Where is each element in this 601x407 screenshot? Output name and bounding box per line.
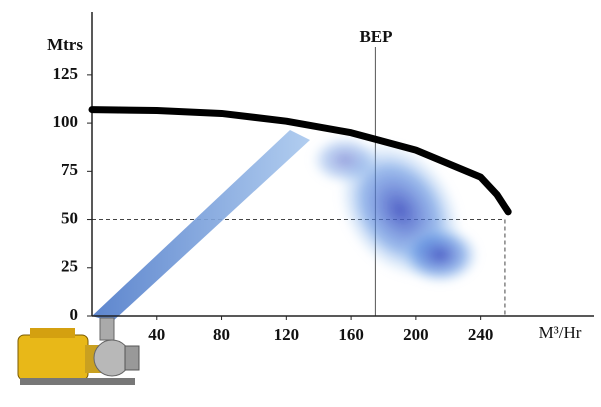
x-tick-label: 240 <box>468 325 494 344</box>
y-axis-label: Mtrs <box>47 35 83 54</box>
y-tick-label: 25 <box>61 257 78 276</box>
pump-illustration <box>18 318 139 385</box>
y-tick-label: 75 <box>61 160 78 179</box>
chart: Mtrs M³/Hr BEP 0 25 50 75 100 125 40 80 120 160 20… <box>0 0 601 407</box>
x-axis-label: M³/Hr <box>539 323 582 342</box>
bep-label: BEP <box>359 27 392 46</box>
y-tick-label: 0 <box>70 305 79 324</box>
y-tick-label: 100 <box>53 112 79 131</box>
x-tick-label: 80 <box>213 325 230 344</box>
x-tick-label: 200 <box>403 325 429 344</box>
x-tick-label: 160 <box>338 325 364 344</box>
flow-band <box>92 130 310 322</box>
y-tick-label: 125 <box>53 64 79 83</box>
y-tick-label: 50 <box>61 208 78 227</box>
x-tick-label: 40 <box>148 325 165 344</box>
x-tick-label: 120 <box>274 325 300 344</box>
